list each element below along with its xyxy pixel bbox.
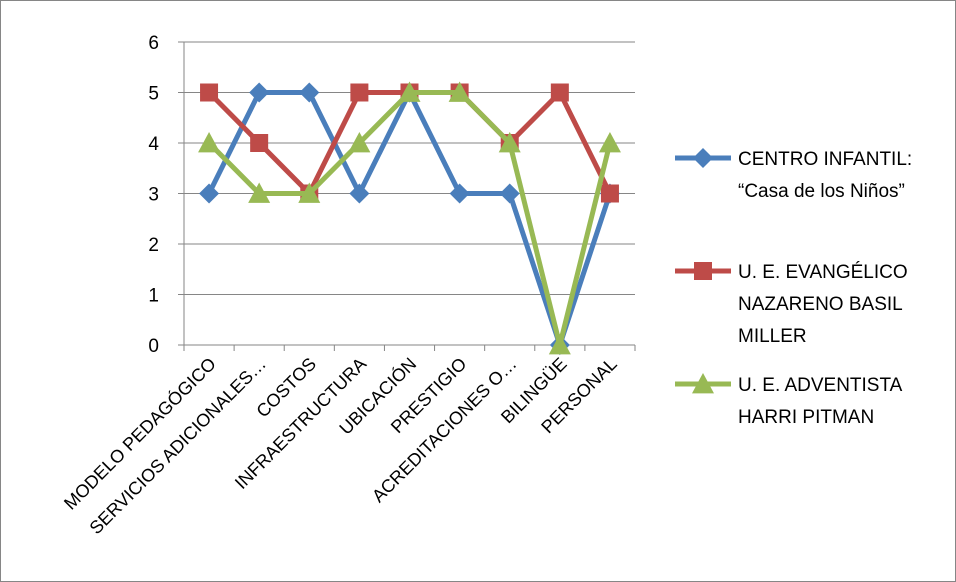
y-tick-label: 5: [148, 84, 159, 105]
y-tick-label: 1: [148, 286, 159, 307]
square-marker: [600, 184, 619, 203]
diamond-marker: [199, 183, 220, 204]
y-tick-label: 6: [148, 33, 159, 54]
diamond-marker: [249, 82, 270, 103]
legend-label: HARRI PITMAN: [738, 407, 874, 428]
square-marker: [200, 83, 219, 102]
diamond-marker: [499, 183, 520, 204]
triangle-marker: [598, 132, 621, 153]
triangle-marker: [548, 334, 571, 355]
y-tick-label: 0: [148, 336, 159, 357]
triangle-marker: [398, 81, 421, 102]
legend-label: NAZARENO BASIL: [738, 294, 903, 315]
legend: CENTRO INFANTIL: “Casa de los Niños” U. E.…: [675, 148, 912, 428]
y-tick-label: 2: [148, 235, 159, 256]
diamond-marker: [349, 183, 370, 204]
triangle-marker: [298, 182, 321, 203]
plot-series: [198, 81, 621, 355]
square-marker: [550, 83, 569, 102]
square-marker: [250, 134, 269, 152]
gridlines: [184, 41, 635, 295]
legend-label: U. E. ADVENTISTA: [738, 375, 903, 396]
diamond-marker: [693, 148, 713, 168]
triangle-marker: [692, 373, 714, 394]
legend-label: CENTRO INFANTIL:: [738, 149, 912, 170]
series-3: [198, 81, 621, 355]
legend-label: MILLER: [738, 326, 807, 347]
triangle-marker: [348, 132, 371, 153]
diamond-marker: [299, 82, 320, 103]
triangle-marker: [248, 182, 271, 203]
legend-label: “Casa de los Niños”: [738, 181, 905, 202]
triangle-marker: [448, 81, 471, 102]
legend-item: U. E. ADVENTISTA HARRI PITMAN: [675, 373, 903, 428]
y-tick-label: 4: [148, 134, 159, 155]
legend-item: CENTRO INFANTIL: “Casa de los Niños”: [675, 148, 912, 202]
y-tick-label: 3: [148, 185, 159, 206]
diamond-marker: [449, 183, 470, 204]
legend-label: U. E. EVANGÉLICO: [738, 262, 908, 283]
triangle-marker: [498, 132, 521, 153]
triangle-marker: [198, 132, 221, 153]
series-line: [206, 90, 613, 348]
legend-item: U. E. EVANGÉLICO NAZARENO BASIL MILLER: [675, 262, 908, 347]
square-marker: [694, 262, 712, 280]
series-1: [199, 82, 620, 355]
square-marker: [350, 83, 369, 102]
